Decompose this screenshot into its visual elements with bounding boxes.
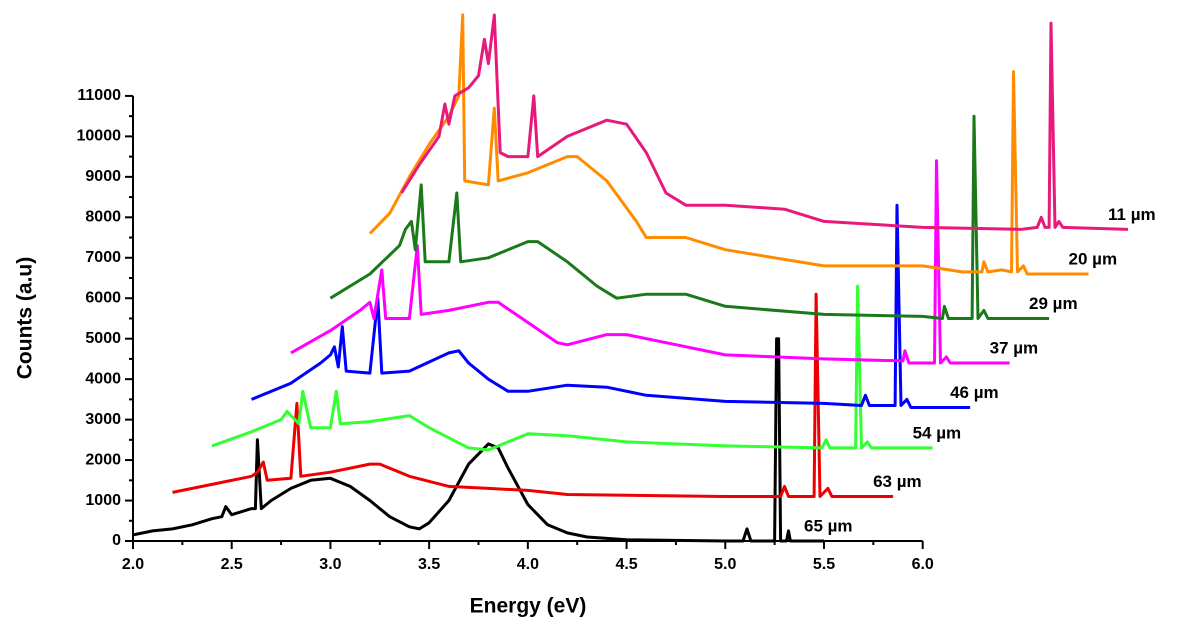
- y-tick-label: 11000: [77, 87, 121, 104]
- series-label: 11 µm: [1108, 205, 1156, 224]
- y-tick-label: 1000: [85, 492, 121, 509]
- series-label: 37 µm: [990, 338, 1039, 357]
- x-tick-label: 5.5: [813, 556, 835, 573]
- y-tick-label: 3000: [85, 411, 121, 428]
- plot-area: [133, 13, 1129, 543]
- spectrum-line: [172, 292, 894, 498]
- series-label: 63 µm: [873, 472, 922, 491]
- y-tick-label: 8000: [85, 209, 121, 226]
- y-tick-label: 0: [112, 532, 121, 549]
- spectrum-line: [211, 284, 933, 452]
- x-axis-label: Energy (eV): [470, 595, 587, 618]
- series-label: 46 µm: [950, 383, 999, 402]
- spectrum-line: [133, 337, 824, 543]
- y-tick-label: 10000: [77, 128, 122, 145]
- y-tick-label: 9000: [85, 168, 121, 185]
- series-label: 29 µm: [1029, 294, 1078, 313]
- x-tick-label: 6.0: [912, 556, 934, 573]
- spectrum-line: [400, 13, 1129, 231]
- y-tick-label: 6000: [85, 289, 121, 306]
- y-tick-label: 7000: [85, 249, 121, 266]
- series-label: 20 µm: [1069, 249, 1118, 268]
- x-tick-label: 4.0: [517, 556, 539, 573]
- series-label: 54 µm: [913, 423, 962, 442]
- x-tick-label: 4.5: [615, 556, 637, 573]
- spectrum-line: [290, 159, 1010, 365]
- x-tick-label: 5.0: [714, 556, 736, 573]
- y-tick-label: 4000: [85, 370, 121, 387]
- y-tick-label: 2000: [85, 451, 121, 468]
- x-tick-label: 2.5: [221, 556, 243, 573]
- y-tick-label: 5000: [85, 330, 121, 347]
- x-tick-label: 2.0: [122, 556, 144, 573]
- series-label: 65 µm: [804, 516, 853, 535]
- x-tick-label: 3.0: [319, 556, 341, 573]
- x-tick-label: 3.5: [418, 556, 440, 573]
- spectrum-line: [368, 13, 1089, 276]
- spectrum-line: [250, 203, 971, 409]
- spectrum-line: [329, 114, 1050, 320]
- y-axis-label: Counts (a.u): [14, 257, 37, 379]
